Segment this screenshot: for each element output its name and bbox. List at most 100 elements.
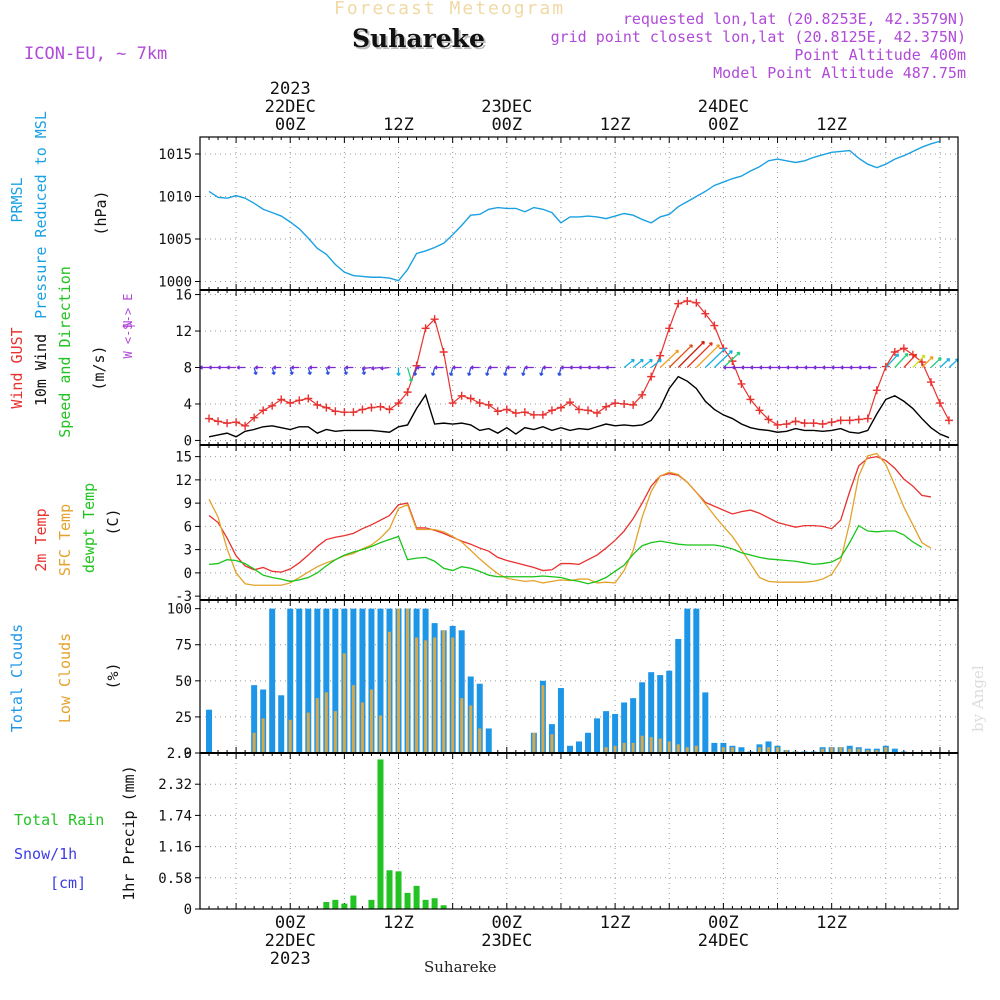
wind-direction-arrow	[208, 365, 219, 370]
gust-marker	[556, 403, 565, 412]
precip-unit: 1hr Precip (mm)	[120, 765, 138, 900]
wind-direction-arrow	[345, 365, 354, 370]
gust-marker	[872, 386, 881, 395]
total-cloud-bar	[251, 685, 258, 753]
wind-direction-arrow	[921, 355, 934, 368]
low-cloud-bar	[685, 747, 689, 753]
total-cloud-bar	[287, 608, 294, 753]
wind-direction-arrow	[560, 365, 570, 370]
y-tick-label: 100	[167, 602, 192, 618]
gust-marker	[232, 418, 241, 427]
snow-label: Snow/1h	[14, 845, 77, 863]
wind-speed-direction-label: Speed and Direction	[56, 266, 74, 438]
gust-marker	[421, 324, 430, 333]
total-cloud-bar	[603, 711, 610, 753]
top-time-label: 12Z	[600, 115, 631, 135]
low-cloud-bar	[424, 640, 428, 753]
low-cloud-bar	[785, 750, 789, 753]
wind-direction-arrow	[557, 367, 562, 376]
total-cloud-bar	[612, 714, 619, 753]
total-cloud-bar	[296, 608, 303, 753]
wind-direction-arrow	[503, 367, 508, 376]
y-tick-label: 75	[175, 638, 192, 654]
wind-direction-arrow	[605, 365, 616, 370]
y-tick-label: 1000	[158, 275, 192, 291]
low-cloud-bar	[857, 748, 861, 753]
low-cloud-bar	[397, 608, 401, 753]
gust-marker	[935, 399, 944, 408]
low-cloud-bar	[866, 750, 870, 753]
y-tick-label: 9	[184, 496, 192, 512]
low-cloud-bar	[442, 630, 446, 753]
gust-marker	[809, 419, 818, 428]
total-cloud-bar	[693, 608, 700, 753]
wind-direction-arrow	[650, 358, 662, 369]
wind-direction-arrow	[768, 365, 778, 370]
wind-direction-arrow	[578, 365, 589, 370]
bottom-time-label: 12Z	[816, 913, 847, 933]
y-tick-label: 2.32	[158, 777, 192, 793]
pressure-label-line1: PRMSL	[8, 177, 26, 222]
wind-direction-arrow	[434, 365, 444, 370]
gust-marker	[746, 395, 755, 404]
low-cloud-bar	[406, 608, 410, 753]
wind-direction-arrow	[430, 367, 436, 376]
wind-direction-arrow	[524, 365, 534, 370]
compass-north: N	[121, 320, 135, 327]
total-cloud-bar	[702, 692, 709, 753]
super-title: Forecast Meteogram	[334, 0, 566, 19]
gust-marker	[457, 391, 466, 400]
wind-direction-arrow	[741, 365, 751, 370]
wind-direction-arrow	[632, 358, 644, 369]
gust-marker	[674, 299, 683, 308]
gust-marker	[620, 399, 629, 408]
y-tick-label: 12	[175, 324, 192, 340]
gust-marker	[565, 398, 574, 407]
low-cloud-bar	[288, 719, 292, 753]
wind-direction-arrow	[840, 365, 850, 370]
y-tick-label: 1015	[158, 147, 192, 163]
wind-direction-arrow	[217, 365, 228, 370]
low-cloud-bar	[767, 747, 770, 753]
rain-bar	[350, 895, 357, 909]
y-tick-label: 1.74	[158, 808, 192, 824]
y-tick-label: -3	[175, 589, 192, 605]
gust-marker	[502, 405, 511, 414]
total-cloud-bar	[711, 742, 718, 753]
gust-marker	[575, 405, 583, 414]
total-cloud-bar	[648, 672, 655, 753]
gust-marker	[322, 403, 331, 412]
gust-marker	[791, 417, 800, 426]
top-time-label: 22DEC	[265, 97, 316, 117]
wind-direction-arrow	[686, 342, 713, 368]
gust-marker	[439, 348, 448, 356]
wind-direction-arrow	[521, 367, 526, 376]
y-tick-label: 16	[175, 288, 192, 304]
wind-direction-arrow	[416, 365, 426, 370]
temp-2m-line	[208, 455, 932, 573]
gust-marker	[376, 402, 385, 411]
y-tick-label: 1005	[158, 232, 192, 248]
clouds-unit: (%)	[104, 662, 122, 689]
wind-direction-arrow	[804, 365, 814, 370]
total-cloud-bar	[368, 608, 375, 753]
low-cloud-bar	[315, 698, 319, 753]
low-cloud-bar	[324, 692, 328, 753]
wind-direction-arrow	[867, 365, 877, 370]
rain-bar	[323, 902, 330, 909]
gust-marker	[683, 296, 692, 305]
wind-direction-arrow	[930, 357, 942, 368]
top-time-label: 12Z	[816, 115, 847, 135]
low-cloud-bar	[388, 631, 391, 753]
grid-point-coords: grid point closest lon,lat (20.8125E, 42…	[550, 28, 966, 46]
gust-marker	[250, 413, 259, 422]
low-cloud-bar	[694, 745, 698, 753]
gust-marker	[547, 406, 556, 415]
rain-bar	[440, 905, 447, 909]
total-clouds-label: Total Clouds	[8, 624, 26, 732]
rain-bar	[377, 759, 384, 909]
rain-bar	[332, 899, 339, 909]
y-tick-label: 0.58	[158, 871, 192, 887]
rain-bar	[431, 898, 438, 909]
